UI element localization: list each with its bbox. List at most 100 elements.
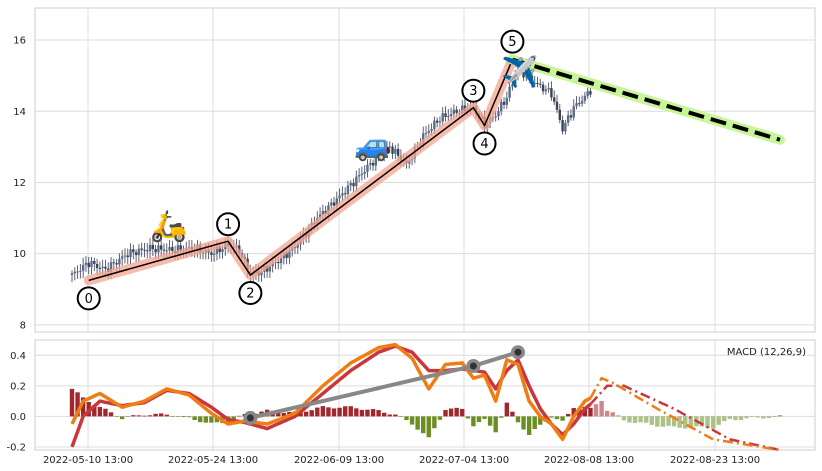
price-y-tick-label: 8: [20, 320, 26, 331]
candle-body: [452, 109, 456, 114]
candle-body: [561, 119, 564, 132]
candle-body: [385, 147, 389, 152]
wave-overlay: [83, 54, 518, 286]
wave-point-circle: [461, 78, 486, 103]
wave-point-text: 1: [224, 218, 232, 233]
macd-histogram-bar: [705, 416, 710, 429]
candle-body: [494, 116, 497, 118]
macd-histogram-bar: [404, 416, 409, 421]
macd-histogram-bar: [103, 408, 108, 417]
macd-histogram-bar: [487, 416, 493, 426]
candle-body: [210, 252, 213, 255]
candle-body: [168, 247, 171, 251]
macd-histogram-bar: [593, 404, 599, 417]
macd-histogram-bar: [170, 416, 175, 417]
x-tick-label: 2022-08-23 13:00: [670, 455, 760, 466]
candle-body: [586, 91, 589, 96]
candle-body: [461, 105, 464, 114]
candle-body: [132, 249, 135, 253]
x-tick-label: 2022-07-04 13:00: [419, 455, 509, 466]
macd-histogram-bar: [147, 415, 153, 417]
candle-body: [349, 183, 352, 186]
candle-body: [366, 164, 369, 172]
candle-body: [79, 270, 82, 272]
macd-histogram-bar: [281, 412, 287, 417]
candle-body: [508, 86, 511, 98]
macd-histogram-bar: [560, 416, 565, 421]
macd-histogram-bar: [370, 409, 376, 417]
wave-point-circle: [76, 286, 101, 311]
candle-body: [212, 253, 216, 255]
wave-point-label: 1: [216, 212, 241, 237]
wave-point-text: 4: [480, 137, 488, 152]
macd-histogram-bar: [515, 416, 521, 423]
candle-body: [502, 101, 506, 105]
candle-body: [112, 262, 116, 264]
macd-histogram-bar: [393, 414, 398, 417]
macd-histogram-bar: [649, 416, 654, 425]
macd-histogram-bar: [499, 416, 504, 418]
candle-body: [578, 103, 581, 105]
candle-body: [580, 100, 584, 104]
macd-histogram-bar: [315, 407, 320, 417]
macd-histogram-bar: [577, 408, 582, 417]
candle-body: [357, 175, 361, 177]
price-y-tick-label: 14: [13, 107, 26, 118]
candle-body: [533, 82, 536, 84]
candle-body: [70, 273, 74, 276]
candle-body: [500, 101, 503, 112]
macd-histogram-bar: [638, 416, 643, 423]
candle-body: [120, 256, 124, 259]
macd-histogram-bar: [108, 412, 114, 417]
macd-y-tick-label: 0.4: [10, 351, 26, 362]
candle-body: [332, 202, 336, 206]
macd-histogram-bar: [131, 415, 136, 417]
candle-body: [550, 88, 553, 98]
wave-point-text: 5: [508, 35, 516, 50]
x-tick-label: 2022-06-09 13:00: [294, 455, 384, 466]
macd-trend-overlay: [243, 345, 525, 425]
macd-histogram-bar: [554, 416, 560, 420]
macd-histogram-bar: [493, 416, 498, 433]
macd-histogram-bar: [610, 412, 615, 417]
macd-histogram-bar: [231, 416, 236, 420]
wave-point-circle: [238, 281, 263, 306]
wave-point-circle: [472, 131, 497, 156]
macd-line: [70, 342, 592, 442]
candle-body: [422, 133, 425, 144]
macd-histogram-bar: [119, 416, 125, 420]
candle-body: [179, 245, 182, 251]
wave-point-circle: [500, 29, 525, 54]
candle-body: [449, 113, 453, 117]
candle-body: [277, 262, 280, 264]
candle-body: [176, 245, 180, 254]
wave-point-label: 2: [238, 281, 263, 306]
candle-body: [76, 271, 79, 273]
wave-line: [88, 59, 514, 282]
candle-body: [575, 103, 578, 107]
candle-body: [391, 146, 394, 154]
macd-y-tick-labels: -0.2 0.0 0.2 0.4: [6, 351, 26, 454]
candle-body: [438, 121, 442, 123]
candle-body: [377, 155, 380, 157]
macd-histogram-bar: [671, 416, 677, 427]
macd-histogram-bar: [716, 416, 721, 425]
candle-body: [352, 183, 355, 187]
candle-body: [541, 84, 545, 92]
wave-point-circle: [216, 212, 241, 237]
price-grid: [35, 8, 815, 332]
candle-body: [151, 244, 155, 250]
macd-histogram-bar: [80, 397, 86, 417]
macd-histogram: [69, 388, 783, 438]
macd-histogram-bar: [348, 406, 353, 417]
candle-body: [321, 210, 325, 215]
macd-histogram-bar: [398, 416, 404, 417]
wave-point-label: 5: [500, 29, 525, 54]
candle-body: [363, 171, 366, 174]
macd-histogram-bar: [326, 407, 331, 417]
candle-body: [380, 155, 383, 157]
macd-histogram-bar: [276, 412, 281, 417]
macd-histogram-bar: [376, 410, 381, 417]
